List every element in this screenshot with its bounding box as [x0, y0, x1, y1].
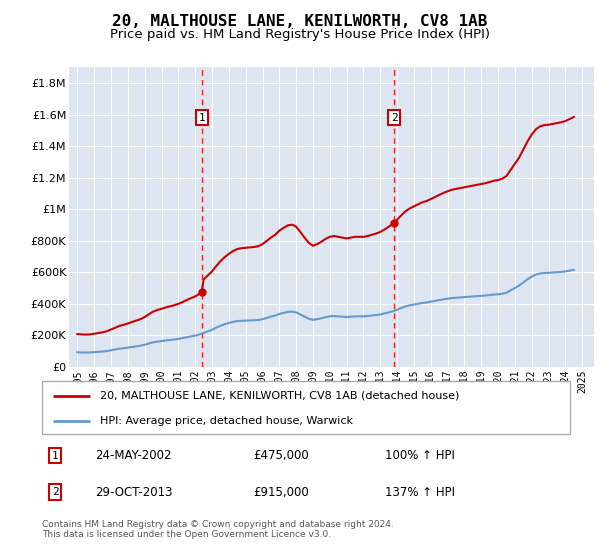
- Text: 100% ↑ HPI: 100% ↑ HPI: [385, 449, 455, 462]
- Text: Price paid vs. HM Land Registry's House Price Index (HPI): Price paid vs. HM Land Registry's House …: [110, 28, 490, 41]
- Text: 137% ↑ HPI: 137% ↑ HPI: [385, 486, 455, 498]
- Text: £475,000: £475,000: [253, 449, 309, 462]
- Text: 2: 2: [52, 487, 59, 497]
- Text: 1: 1: [199, 113, 205, 123]
- Text: HPI: Average price, detached house, Warwick: HPI: Average price, detached house, Warw…: [100, 416, 353, 426]
- Text: 20, MALTHOUSE LANE, KENILWORTH, CV8 1AB: 20, MALTHOUSE LANE, KENILWORTH, CV8 1AB: [112, 14, 488, 29]
- Text: 2: 2: [391, 113, 398, 123]
- Text: 20, MALTHOUSE LANE, KENILWORTH, CV8 1AB (detached house): 20, MALTHOUSE LANE, KENILWORTH, CV8 1AB …: [100, 391, 460, 401]
- Text: 1: 1: [52, 451, 59, 461]
- Text: 29-OCT-2013: 29-OCT-2013: [95, 486, 172, 498]
- Text: £915,000: £915,000: [253, 486, 309, 498]
- Text: Contains HM Land Registry data © Crown copyright and database right 2024.
This d: Contains HM Land Registry data © Crown c…: [42, 520, 394, 539]
- FancyBboxPatch shape: [42, 381, 570, 434]
- Text: 24-MAY-2002: 24-MAY-2002: [95, 449, 172, 462]
